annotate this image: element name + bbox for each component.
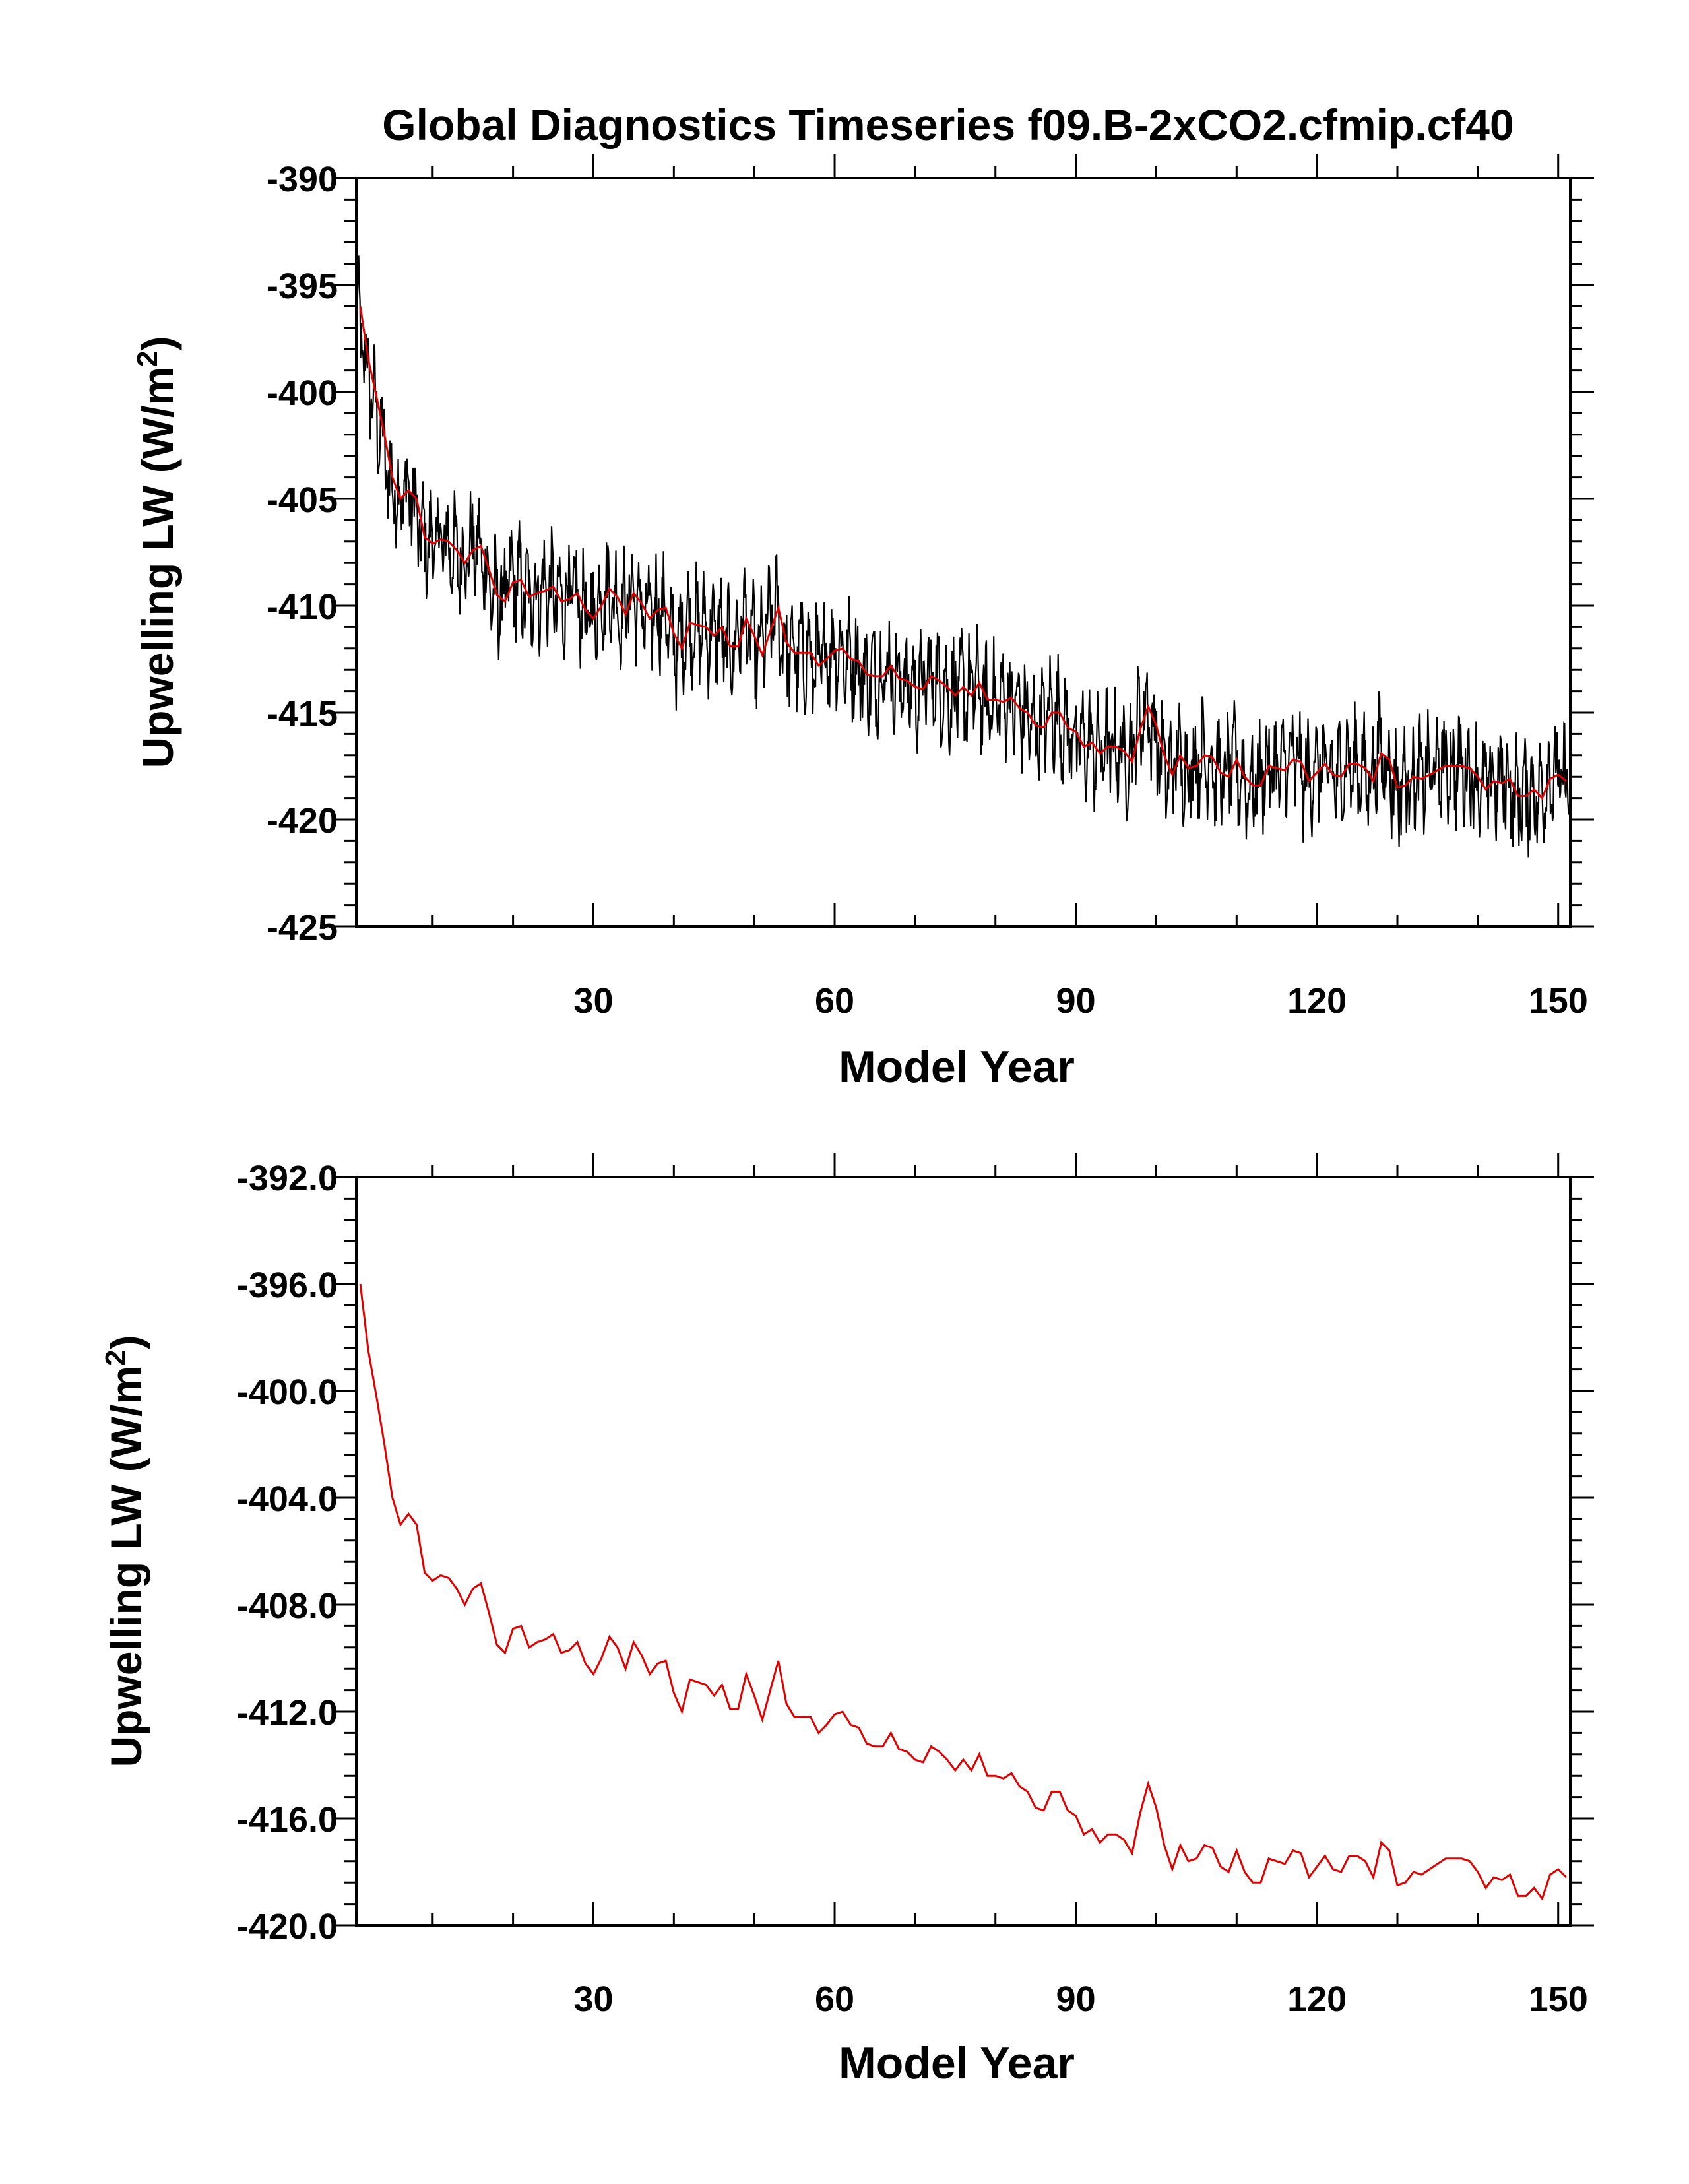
- y-tick-label: -420.0: [237, 1907, 338, 1946]
- x-axis-label: Model Year: [839, 2038, 1075, 2088]
- y-tick-label: -395: [267, 267, 338, 306]
- x-tick-label: 30: [573, 1979, 613, 2019]
- x-tick-label: 90: [1056, 1979, 1096, 2019]
- plot-frame: [355, 177, 1572, 928]
- x-tick-label: 60: [815, 1979, 854, 2019]
- y-tick-label: -390: [267, 160, 338, 199]
- annual-mean-line: [359, 306, 1567, 800]
- plot-frame: [355, 1176, 1572, 1927]
- y-tick-label: -412.0: [237, 1693, 338, 1733]
- x-tick-label: 120: [1287, 1979, 1347, 2019]
- y-tick-label: -420: [267, 801, 338, 841]
- x-tick-label: 90: [1056, 981, 1096, 1021]
- y-tick-label: -400: [267, 373, 338, 413]
- y-tick-label: -410: [267, 587, 338, 627]
- monthly-series-line: [356, 255, 1570, 858]
- x-tick-label: 120: [1287, 981, 1347, 1021]
- x-tick-label: 150: [1529, 1979, 1588, 2019]
- y-axis-label: Upwelling LW (W/m2): [131, 336, 182, 768]
- x-axis-label: Model Year: [839, 1042, 1075, 1092]
- y-tick-label: -400.0: [237, 1372, 338, 1412]
- y-tick-label: -396.0: [237, 1266, 338, 1305]
- figure-title: Global Diagnostics Timeseries f09.B-2xCO…: [382, 100, 1514, 149]
- x-tick-label: 30: [573, 981, 613, 1021]
- y-tick-label: -425: [267, 908, 338, 947]
- annual-mean-line: [359, 1283, 1567, 1901]
- y-tick-label: -416.0: [237, 1800, 338, 1840]
- y-tick-label: -415: [267, 694, 338, 734]
- x-tick-label: 150: [1529, 981, 1588, 1021]
- y-tick-label: -408.0: [237, 1586, 338, 1626]
- y-tick-label: -404.0: [237, 1479, 338, 1519]
- y-tick-label: -405: [267, 480, 338, 520]
- y-tick-label: -392.0: [237, 1159, 338, 1198]
- x-tick-label: 60: [815, 981, 854, 1021]
- plot-bottom: -392.0 -396.0 -400.0 -404.0 -408.0 -412.0 -416…: [100, 1153, 1594, 2088]
- y-axis-label: Upwelling LW (W/m2): [100, 1335, 150, 1767]
- plot-top: -390 -395 -400 -405 -410 -415 -420 -425 30 60 90 12…: [131, 154, 1594, 1092]
